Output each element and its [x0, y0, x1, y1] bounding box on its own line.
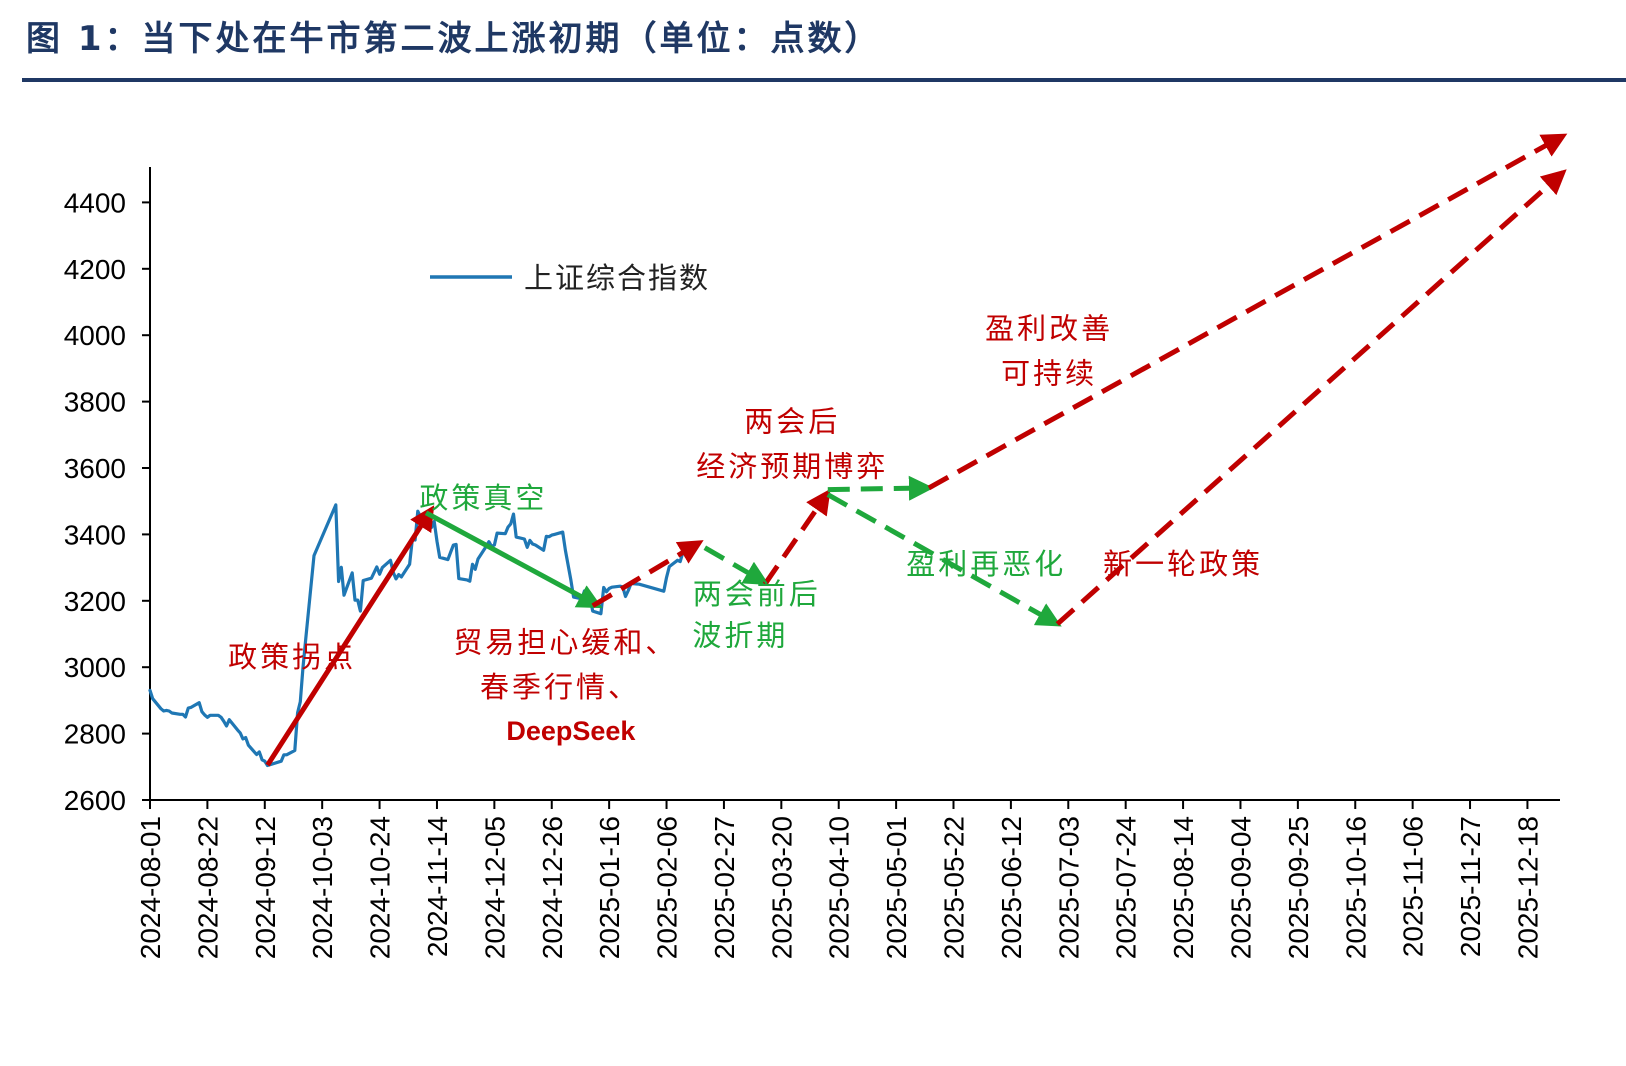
red-dashed-arrow: [1055, 169, 1567, 626]
x-tick-label: 2025-04-10: [824, 816, 855, 959]
x-tick-label: 2025-08-14: [1168, 816, 1199, 959]
y-tick-label: 4400: [64, 187, 126, 218]
chart-legend: 上证综合指数: [430, 261, 710, 295]
x-tick-label: 2024-09-12: [250, 816, 281, 959]
annotation-label: 两会后: [744, 404, 840, 438]
x-tick-label: 2025-01-16: [594, 816, 625, 959]
x-tick-label: 2025-06-12: [996, 816, 1027, 959]
y-tick-label: 4000: [64, 320, 126, 351]
annotation-label: 经济预期博弈: [696, 449, 888, 483]
x-tick-label: 2025-05-01: [881, 816, 912, 959]
x-tick-label: 2025-12-18: [1512, 816, 1543, 959]
annotation-label: 政策真空: [419, 481, 547, 515]
annotation-label: 波折期: [692, 619, 788, 653]
annotation-label: 盈利再恶化: [906, 547, 1066, 581]
x-tick-label: 2024-08-01: [135, 816, 166, 959]
red-dashed-arrow: [591, 540, 704, 608]
green-dashed-arrow: [703, 545, 770, 586]
x-tick-label: 2025-09-04: [1225, 816, 1256, 959]
green-dashed-arrow: [827, 475, 934, 501]
legend-label: 上证综合指数: [524, 261, 710, 295]
y-tick-label: 3200: [64, 586, 126, 617]
x-tick-label: 2024-11-14: [422, 816, 453, 957]
x-tick-label: 2025-03-20: [766, 816, 797, 959]
green-dashed-arrow: [826, 492, 1062, 627]
title-divider: [22, 78, 1626, 82]
y-tick-label: 3400: [64, 519, 126, 550]
x-tick-label: 2024-12-26: [537, 816, 568, 959]
y-tick-label: 4200: [64, 254, 126, 285]
y-tick-label: 2800: [64, 719, 126, 750]
x-tick-label: 2025-07-03: [1053, 816, 1084, 959]
axes: 2600 2800 3000 3200 3400 3600 3800 4000 4200 4400…: [64, 167, 1560, 959]
red-solid-arrow: [265, 505, 435, 767]
x-tick-label: 2025-09-25: [1283, 816, 1314, 959]
arrow-layer: [265, 133, 1568, 767]
annotation-label: 春季行情、: [480, 670, 640, 704]
y-tick-label: 3800: [64, 387, 126, 418]
annotation-label: 新一轮政策: [1103, 547, 1263, 581]
y-tick-label: 3600: [64, 453, 126, 484]
figure-title: 图 1：当下处在牛市第二波上涨初期（单位：点数）: [26, 19, 882, 59]
annotation-label: 盈利改善: [985, 312, 1113, 346]
x-tick-label: 2024-08-22: [192, 816, 223, 959]
x-tick-label: 2025-02-27: [709, 816, 740, 959]
annotation-label: 政策拐点: [228, 640, 356, 674]
x-tick-label: 2025-11-27: [1455, 816, 1486, 957]
red-dashed-arrow: [927, 133, 1568, 491]
annotation-label: 两会前后: [693, 577, 821, 611]
x-tick-label: 2024-12-05: [479, 816, 510, 959]
annotation-label: DeepSeek: [506, 716, 636, 746]
x-tick-label: 2024-10-03: [307, 816, 338, 959]
x-tick-label: 2025-05-22: [939, 816, 970, 959]
green-solid-arrow: [424, 510, 603, 609]
x-tick-label: 2025-02-06: [652, 816, 683, 959]
y-tick-label: 3000: [64, 652, 126, 683]
x-tick-label: 2025-11-06: [1398, 816, 1429, 957]
annotation-label: 可持续: [1001, 356, 1097, 390]
annotation-label: 贸易担心缓和、: [453, 625, 677, 659]
x-tick-label: 2024-10-24: [365, 816, 396, 959]
x-tick-label: 2025-07-24: [1111, 816, 1142, 959]
red-dashed-arrow: [762, 488, 831, 586]
y-tick-label: 2600: [64, 785, 126, 816]
x-tick-label: 2025-10-16: [1340, 816, 1371, 959]
